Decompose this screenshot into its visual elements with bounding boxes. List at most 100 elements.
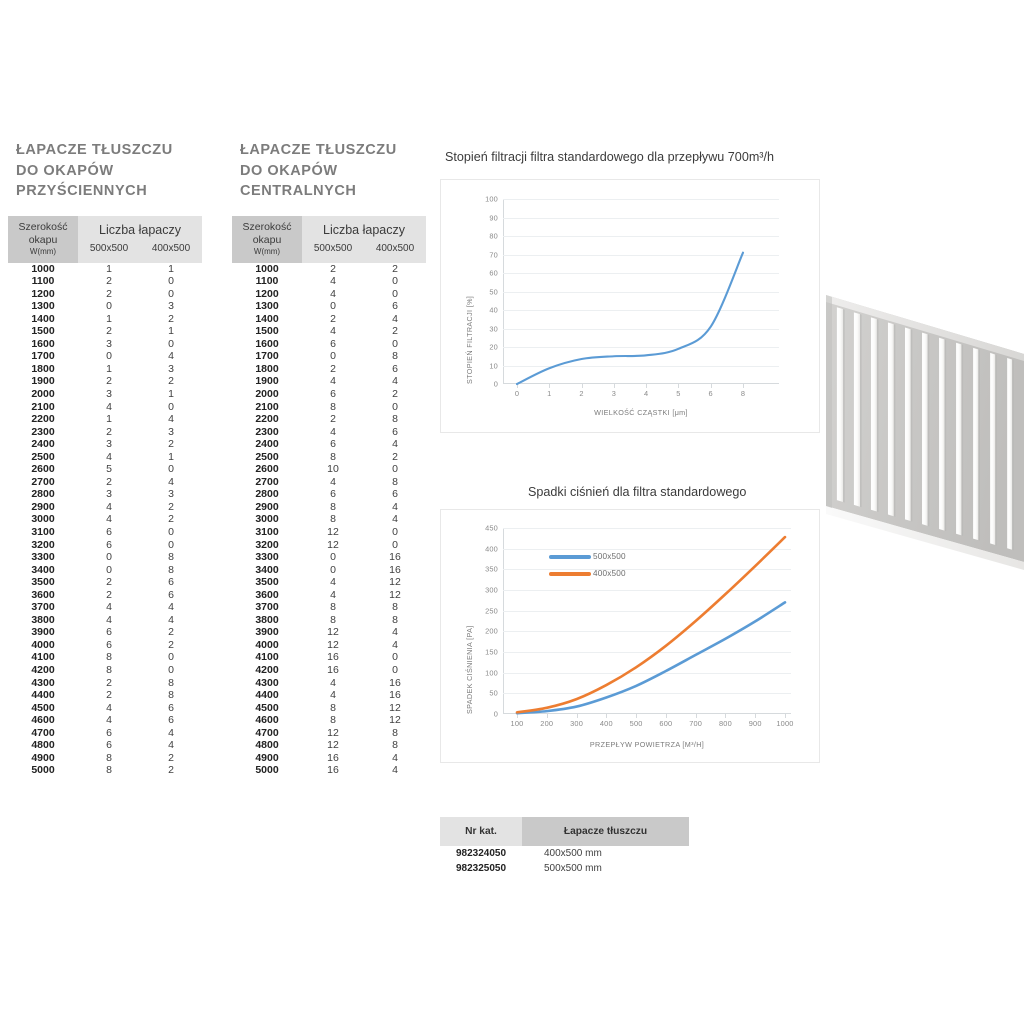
hood-width-cell: 4800	[255, 739, 279, 752]
table-row: 1600 6 0	[232, 338, 426, 351]
wall-header-width-line-1: Szerokość	[18, 220, 68, 233]
count-500-cell: 3	[106, 387, 112, 400]
count-400-cell: 6	[168, 576, 174, 589]
hood-width-cell: 1400	[31, 312, 55, 325]
y-axis-tick-label: 60	[489, 268, 498, 278]
count-400-cell: 0	[392, 538, 398, 551]
table-row: 1200 2 0	[8, 288, 202, 301]
table-row: 3400 0 16	[232, 564, 426, 577]
hood-width-cell: 1900	[255, 375, 279, 388]
hood-width-cell: 2600	[255, 463, 279, 476]
hood-width-cell: 1500	[255, 325, 279, 338]
count-400-cell: 2	[168, 500, 174, 513]
count-500-cell: 12	[327, 525, 339, 538]
count-500-cell: 10	[327, 463, 339, 476]
chart-series-layer	[515, 535, 787, 715]
table-row: 4600 4 6	[8, 714, 202, 727]
gridline	[503, 291, 779, 293]
count-400-cell: 2	[168, 751, 174, 764]
series-line-400x500	[515, 535, 787, 714]
chart-pressure-x-axis	[503, 713, 791, 714]
table-row: 1200 4 0	[232, 288, 426, 301]
central-hoods-heading-line-3: CENTRALNYCH	[240, 183, 357, 199]
count-400-cell: 8	[168, 676, 174, 689]
table-row: 2900 4 2	[8, 501, 202, 514]
gridline	[503, 328, 779, 330]
count-500-cell: 6	[106, 626, 112, 639]
hood-width-cell: 3600	[31, 588, 55, 601]
count-500-cell: 12	[327, 638, 339, 651]
hood-width-cell: 3800	[255, 613, 279, 626]
count-400-cell: 0	[168, 463, 174, 476]
count-500-cell: 2	[106, 676, 112, 689]
y-axis-tick-label: 70	[489, 250, 498, 259]
x-axis-tick-mark	[710, 384, 712, 388]
hood-width-cell: 4500	[255, 701, 279, 714]
count-500-cell: 4	[330, 275, 336, 288]
count-400-cell: 0	[392, 337, 398, 350]
table-row: 1000 1 1	[8, 263, 202, 276]
gridline	[503, 693, 791, 695]
count-500-cell: 2	[106, 325, 112, 338]
hood-width-cell: 4400	[255, 689, 279, 702]
table-row: 3900 6 2	[8, 626, 202, 639]
count-500-cell: 6	[330, 438, 336, 451]
table-row: 4900 16 4	[232, 752, 426, 765]
y-axis-tick-label: 300	[485, 585, 498, 595]
filter-slot-shadow	[1012, 359, 1014, 551]
chart-filtration-card: 0 10 20 30 40 50 60 70 80 90 100 0 1 2 3 4 5 6 8 WIELKOŚĆ …	[440, 179, 820, 433]
y-axis-tick-label: 0	[493, 709, 498, 719]
hood-width-cell: 1000	[31, 262, 55, 275]
count-400-cell: 2	[168, 513, 174, 526]
filter-slot-shadow	[859, 314, 862, 508]
gridline	[503, 217, 779, 219]
count-400-cell: 0	[168, 287, 174, 300]
y-axis-tick-label: 50	[489, 688, 498, 698]
table-row: 3400 0 8	[8, 564, 202, 577]
wall-hoods-heading: ŁAPACZE TŁUSZCZU DO OKAPÓW PRZYŚCIENNYCH	[16, 140, 202, 202]
chart-pressure-title: Spadki ciśnień dla filtra standardowego	[528, 485, 747, 499]
count-500-cell: 4	[106, 601, 112, 614]
count-500-cell: 12	[327, 626, 339, 639]
table-row: 3200 6 0	[8, 539, 202, 552]
count-400-cell: 6	[168, 701, 174, 714]
legend-label: 500x500	[593, 552, 626, 561]
x-axis-tick-label: 900	[748, 719, 762, 728]
filter-slot-shadow	[944, 339, 947, 532]
central-header-width-line-2: okapu	[252, 233, 282, 246]
count-500-cell: 0	[106, 551, 112, 564]
gridline	[503, 652, 791, 653]
table-row: 1800 1 3	[8, 363, 202, 376]
count-500-cell: 8	[106, 664, 112, 676]
gridline	[503, 236, 779, 237]
x-axis-tick-mark	[695, 714, 697, 718]
count-500-cell: 8	[106, 751, 112, 764]
catalog-description: 400x500 mm	[544, 848, 602, 859]
count-400-cell: 16	[389, 551, 401, 564]
x-axis-tick-mark	[665, 714, 667, 718]
count-500-cell: 1	[106, 312, 112, 325]
count-500-cell: 2	[106, 689, 112, 702]
table-row: 1100 2 0	[8, 275, 202, 288]
chart-pressure-plot: 0 50 100 150 200 250 300 350 400 450 100 200 300 400 5…	[485, 524, 793, 729]
count-500-cell: 0	[106, 300, 112, 313]
y-axis-tick-label: 90	[489, 213, 498, 222]
hood-width-cell: 4900	[255, 751, 279, 764]
count-400-cell: 0	[168, 538, 174, 551]
count-500-cell: 4	[330, 425, 336, 438]
x-axis-tick-label: 100	[510, 719, 524, 728]
hood-width-cell: 4600	[255, 714, 279, 727]
count-400-cell: 4	[392, 375, 398, 388]
count-500-cell: 6	[330, 488, 336, 501]
count-500-cell: 2	[330, 312, 336, 325]
count-400-cell: 2	[168, 375, 174, 388]
table-row: 1300 0 3	[8, 300, 202, 313]
hood-width-cell: 2300	[255, 425, 279, 438]
count-400-cell: 4	[392, 500, 398, 513]
count-500-cell: 6	[106, 538, 112, 551]
wall-header-width-line-2: okapu	[28, 233, 58, 246]
hood-width-cell: 3300	[31, 551, 55, 564]
filter-slot	[990, 352, 996, 545]
table-row: 3100 6 0	[8, 526, 202, 539]
hood-width-cell: 1400	[255, 312, 279, 325]
